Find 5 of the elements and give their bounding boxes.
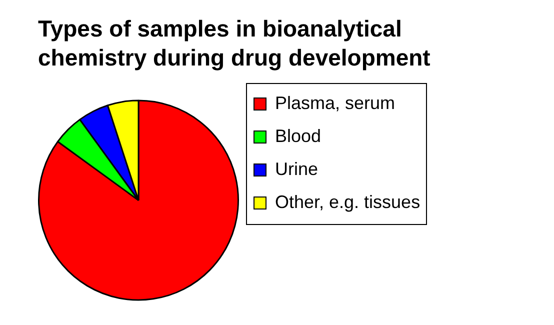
chart-title: Types of samples in bioanalytical chemistry during drug development — [38, 16, 431, 70]
legend-label: Plasma, serum — [275, 92, 396, 113]
legend-label: Other, e.g. tissues — [275, 192, 420, 212]
legend-label: Urine — [275, 158, 318, 179]
legend-label: Blood — [275, 126, 322, 146]
